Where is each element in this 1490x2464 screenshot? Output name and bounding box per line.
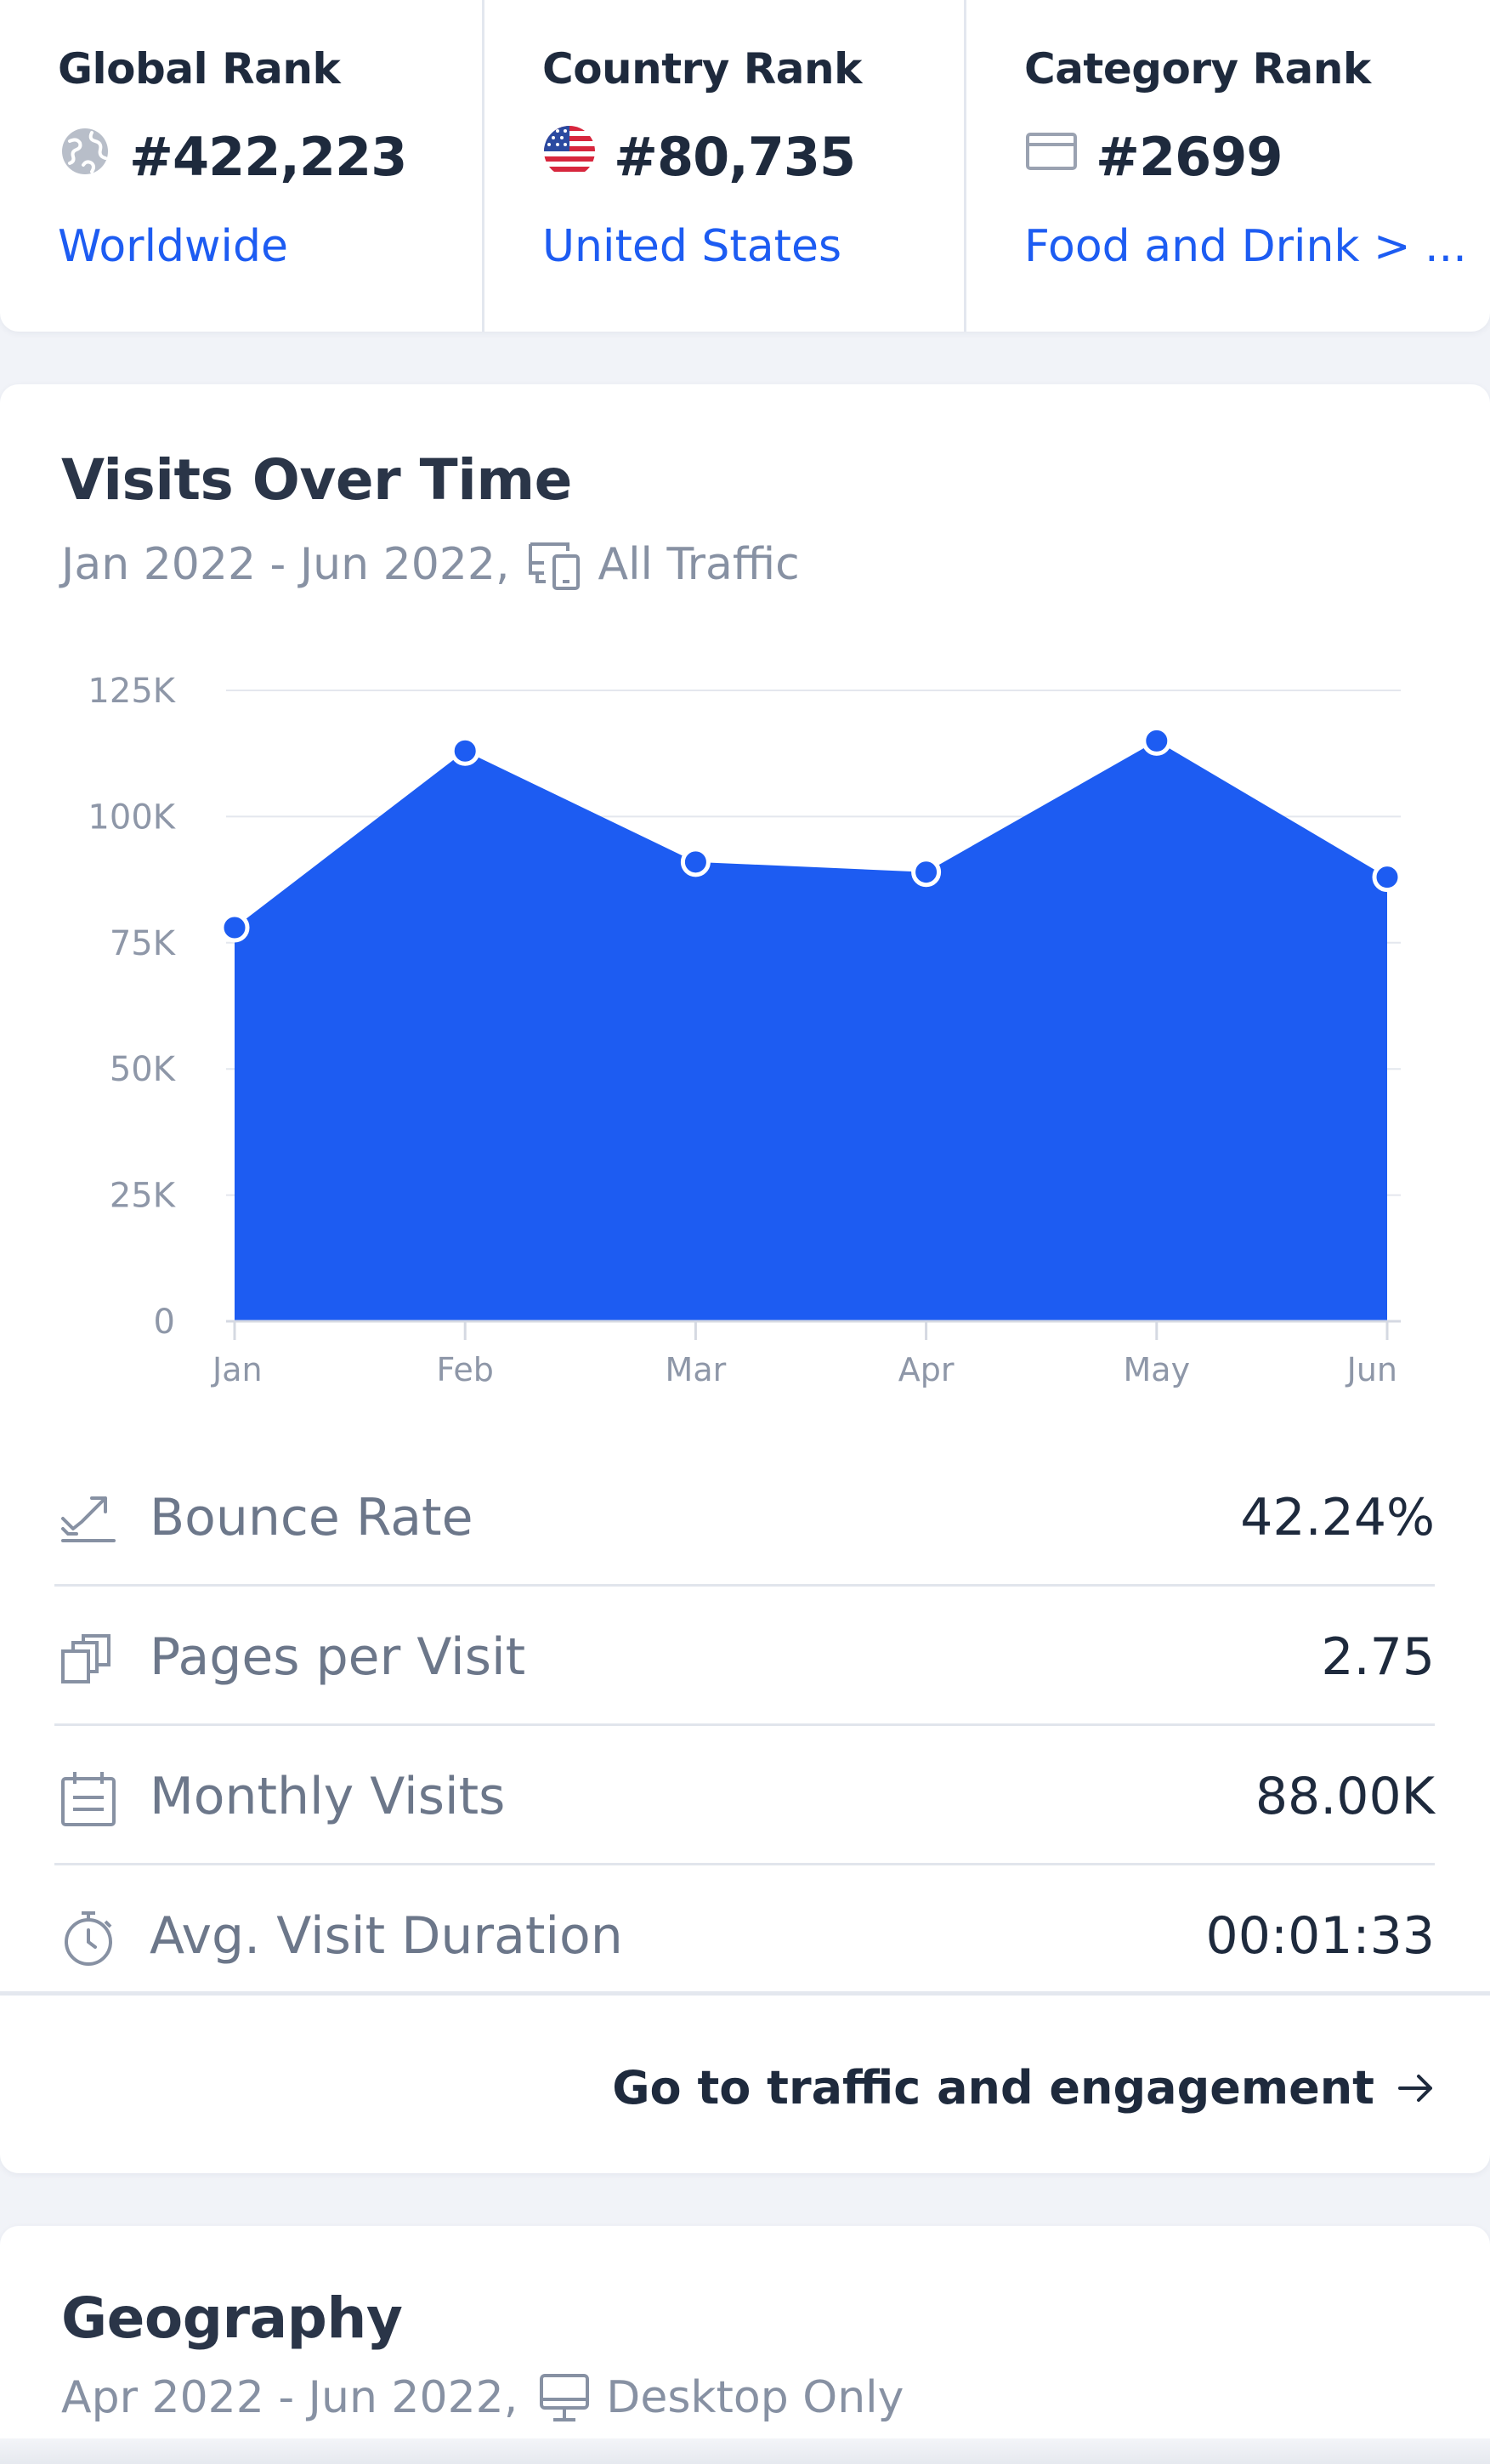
category-rank-label: Category Rank [1024, 44, 1371, 94]
devices-icon [528, 542, 580, 590]
card-divider [0, 1991, 1490, 1996]
monthly-visits-label: Monthly Visits [150, 1767, 506, 1826]
visits-chart: 0 25K 50K 75K 100K 125K Jan Feb Mar Apr May Jun [88, 672, 1402, 1388]
global-rank: Global Rank #422,223 Worldwide [0, 0, 482, 332]
bounce-rate-label: Bounce Rate [150, 1488, 473, 1547]
global-rank-link[interactable]: Worldwide [58, 221, 288, 272]
category-rank: Category Rank #2699 Food and Drink > ... [964, 0, 1467, 332]
arrow-right-icon [1398, 2074, 1432, 2102]
y-tick-label: 0 [154, 1303, 175, 1342]
data-point [219, 912, 250, 943]
us-flag-icon [544, 126, 595, 177]
metric-monthly-visits: Monthly Visits 88.00K [54, 1726, 1435, 1865]
bounce-icon [61, 1496, 116, 1542]
country-rank-link[interactable]: United States [542, 221, 842, 272]
avg-visit-duration-value: 00:01:33 [1205, 1906, 1435, 1966]
x-tick-label: Mar [666, 1351, 727, 1388]
data-point [450, 735, 480, 766]
x-tick-label: Apr [898, 1351, 955, 1388]
metric-avg-visit-duration: Avg. Visit Duration 00:01:33 [54, 1865, 1435, 2005]
country-rank: Country Rank #80,735 United States [482, 0, 964, 332]
visits-subtitle: Jan 2022 - Jun 2022, All Traffic [61, 537, 800, 592]
geography-card: Geography Apr 2022 - Jun 2022, Desktop O… [0, 2226, 1490, 2464]
country-rank-label: Country Rank [542, 44, 862, 94]
category-icon [1026, 133, 1077, 170]
stopwatch-icon [65, 1911, 112, 1966]
monthly-visits-value: 88.00K [1255, 1767, 1435, 1826]
geography-title: Geography [61, 2285, 403, 2351]
category-rank-link[interactable]: Food and Drink > ... [1024, 221, 1467, 272]
pages-per-visit-label: Pages per Visit [150, 1627, 526, 1687]
global-rank-label: Global Rank [58, 44, 341, 94]
visits-over-time-card: Visits Over Time Jan 2022 - Jun 2022, Al… [0, 384, 1490, 2173]
y-tick-label: 25K [110, 1177, 177, 1216]
go-to-traffic-engagement-label: Go to traffic and engagement [612, 2061, 1374, 2115]
data-point [911, 857, 942, 888]
desktop-icon [540, 2374, 590, 2421]
rank-summary-card: Global Rank #422,223 Worldwide Country R… [0, 0, 1490, 332]
y-tick-label: 75K [110, 924, 177, 963]
bounce-rate-value: 42.24% [1240, 1488, 1435, 1547]
x-tick-label: Jan [211, 1351, 263, 1388]
data-point [1142, 725, 1172, 756]
go-to-traffic-engagement-link[interactable]: Go to traffic and engagement [612, 2061, 1437, 2115]
x-tick-label: May [1124, 1351, 1191, 1388]
pages-per-visit-value: 2.75 [1321, 1627, 1435, 1687]
area-series [235, 741, 1387, 1321]
globe-icon [62, 128, 108, 174]
metric-pages-per-visit: Pages per Visit 2.75 [54, 1587, 1435, 1726]
geography-traffic-type: Desktop Only [606, 2372, 904, 2423]
global-rank-value: #422,223 [129, 126, 407, 188]
data-point [680, 847, 711, 877]
y-tick-label: 50K [110, 1050, 177, 1089]
calendar-icon [61, 1772, 116, 1826]
pages-icon [61, 1634, 110, 1683]
geography-subtitle: Apr 2022 - Jun 2022, Desktop Only [61, 2370, 904, 2425]
engagement-metrics: Bounce Rate 42.24% Pages per Visit 2.75 … [54, 1447, 1435, 2005]
y-tick-label: 125K [88, 672, 176, 711]
scroll-fade [0, 2438, 1490, 2464]
geography-date-range: Apr 2022 - Jun 2022, [61, 2372, 518, 2423]
y-tick-label: 100K [88, 798, 176, 837]
country-rank-value: #80,735 [614, 126, 856, 188]
metric-bounce-rate: Bounce Rate 42.24% [54, 1447, 1435, 1587]
x-tick-label: Jun [1346, 1351, 1397, 1388]
category-rank-value: #2699 [1096, 126, 1283, 188]
visits-title: Visits Over Time [61, 447, 572, 513]
x-tick-label: Feb [437, 1351, 494, 1388]
avg-visit-duration-label: Avg. Visit Duration [150, 1906, 623, 1966]
visits-traffic-type: All Traffic [598, 539, 800, 590]
data-point [1372, 862, 1402, 893]
visits-date-range: Jan 2022 - Jun 2022, [61, 539, 510, 590]
